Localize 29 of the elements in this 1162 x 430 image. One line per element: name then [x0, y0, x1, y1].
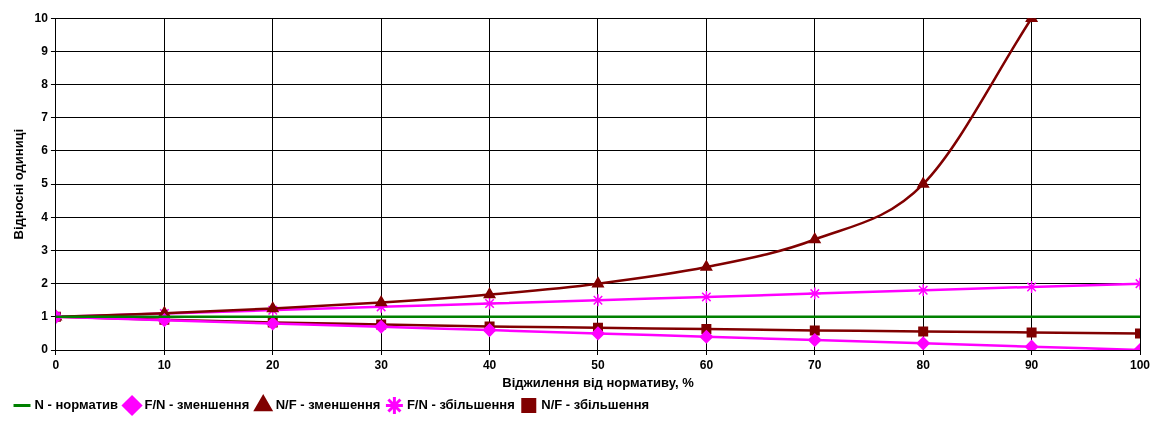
x-tick-label: 90 — [1024, 357, 1039, 372]
x-tick-label: 80 — [916, 357, 931, 372]
y-tick-label: 1 — [41, 309, 49, 324]
y-tick-label: 0 — [41, 342, 49, 357]
y-tick-label: 8 — [41, 76, 49, 91]
x-axis-title: Віджилення від нормативу, % — [502, 374, 695, 390]
y-tick-label: 6 — [41, 143, 49, 158]
x-tick-label: 100 — [1129, 357, 1151, 372]
y-tick-label: 7 — [41, 110, 49, 125]
y-tick-label: 10 — [34, 10, 49, 25]
y-tick-label: 3 — [41, 242, 49, 257]
x-tick-label: 60 — [699, 357, 714, 372]
x-tick-label: 0 — [52, 357, 60, 372]
x-tick-label: 40 — [482, 357, 497, 372]
x-tick-label: 70 — [808, 357, 822, 372]
legend-label: N - норматив — [34, 397, 119, 413]
legend-label: F/N - зменшення — [144, 397, 250, 413]
legend-label: N/F - збільшення — [541, 397, 650, 413]
y-tick-label: 5 — [41, 176, 49, 191]
legend-label: N/F - зменшення — [275, 397, 381, 413]
y-axis-title: Відносні одиниці — [11, 128, 27, 240]
x-tick-label: 30 — [374, 357, 389, 372]
y-tick-label: 4 — [41, 209, 49, 224]
y-tick-label: 9 — [41, 43, 49, 58]
x-tick-label: 50 — [591, 357, 605, 372]
legend-label: F/N - збільшення — [406, 397, 515, 413]
x-tick-label: 10 — [157, 357, 172, 372]
y-tick-label: 2 — [41, 275, 49, 290]
x-tick-label: 20 — [266, 357, 280, 372]
